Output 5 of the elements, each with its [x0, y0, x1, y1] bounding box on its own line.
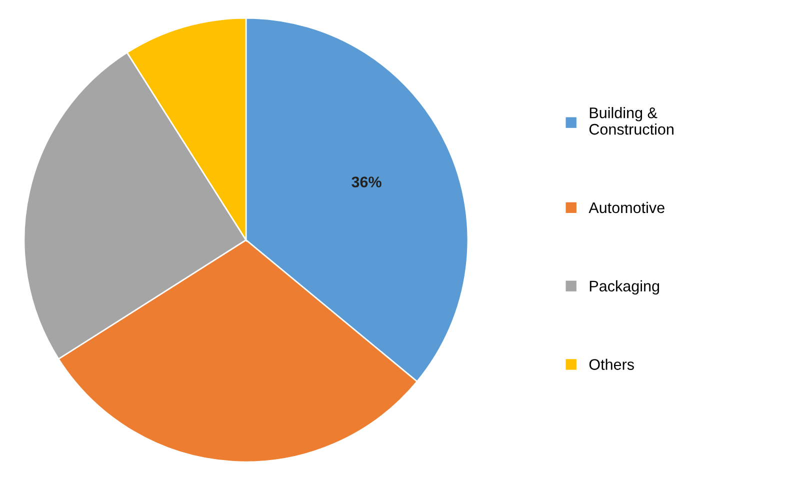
legend-label: Packaging	[590, 280, 660, 295]
data-label: 36%	[352, 176, 382, 188]
legend-label: Automotive	[588, 202, 664, 214]
legend-label: Building & Construction	[589, 107, 674, 135]
legend-label: Others	[589, 358, 634, 370]
